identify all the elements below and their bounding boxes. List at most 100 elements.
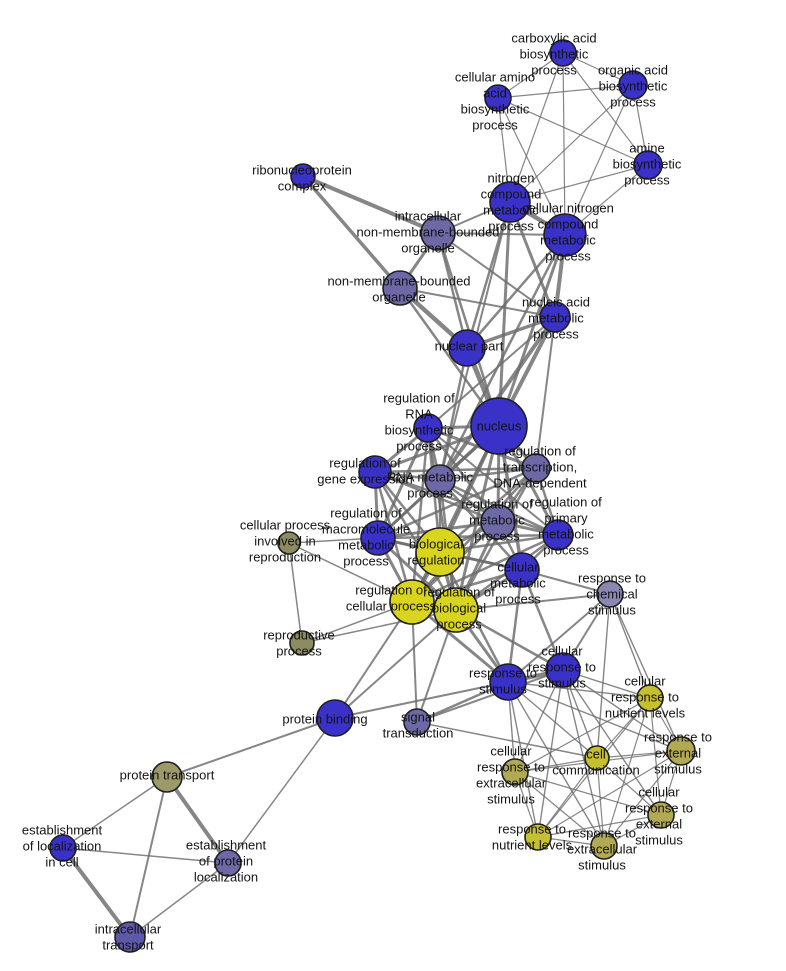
node-establishment-of-protein-localization[interactable] xyxy=(214,849,242,877)
label-protein-binding: protein binding xyxy=(282,712,367,727)
label-regulation-of-macromolecule-metabolic-process: regulation of macromolecule metabolic proce… xyxy=(322,506,410,569)
node-response-to-stimulus[interactable] xyxy=(489,663,527,701)
edge-protein-transport--intracellular-transport xyxy=(129,776,168,938)
edge-cellular-process-involved-in-reproduction--reproductive-process xyxy=(288,542,303,644)
node-regulation-of-biological-process[interactable] xyxy=(433,587,479,633)
node-signal-transduction[interactable] xyxy=(403,708,431,736)
node-nitrogen-compound-metabolic-process[interactable] xyxy=(489,181,531,223)
label-cellular-response-to-external-stimulus: cellular response to external stimulus xyxy=(625,785,693,848)
edge-regulation-of-transcription-dna-dependent--regulation-of-macromolecule-metabolic-process xyxy=(377,466,537,540)
node-cellular-response-to-external-stimulus[interactable] xyxy=(647,801,675,829)
node-nuclear-part[interactable] xyxy=(448,329,486,367)
edge-response-to-chemical-stimulus--cellular-response-to-nutrient-levels xyxy=(609,593,651,699)
edge-protein-transport--establishment-of-localization-in-cell xyxy=(62,776,168,849)
label-organic-acid-biosynthetic-process: organic acid biosynthetic process xyxy=(598,63,668,110)
edge-regulation-of-primary-metabolic-process--regulation-of-macromolecule-metabolic-process xyxy=(377,533,559,540)
node-regulation-of-transcription-dna-dependent[interactable] xyxy=(521,453,551,483)
edge-cellular-amino-acid-biosynthetic-process--organic-acid-biosynthetic-process xyxy=(497,84,634,99)
node-intracellular-non-membrane-bounded-organelle[interactable] xyxy=(420,215,456,251)
label-cell-communication: cell communication xyxy=(552,747,639,778)
label-cellular-nitrogen-compound-metabolic-process: cellular nitrogen compound metabolic proces… xyxy=(522,201,614,264)
label-cellular-response-to-extracellular-stimulus: cellular response to extracellular stimulus xyxy=(476,744,547,807)
edge-cellular-response-to-nutrient-levels--response-to-extracellular-stimulus xyxy=(603,697,651,847)
edge-cell-communication--cellular-response-to-external-stimulus xyxy=(596,757,662,816)
label-amine-biosynthetic-process: amine biosynthetic process xyxy=(613,141,682,188)
node-cellular-response-to-nutrient-levels[interactable] xyxy=(636,684,664,712)
node-organic-acid-biosynthetic-process[interactable] xyxy=(618,70,648,100)
node-cellular-response-to-extracellular-stimulus[interactable] xyxy=(501,758,529,786)
node-rna-metabolic-process[interactable] xyxy=(424,464,456,496)
label-protein-transport: protein transport xyxy=(120,768,215,783)
node-regulation-of-gene-expression[interactable] xyxy=(358,455,392,489)
edge-regulation-of-gene-expression--regulation-of-primary-metabolic-process xyxy=(374,470,559,537)
node-response-to-external-stimulus[interactable] xyxy=(666,736,696,766)
edge-carboxylic-acid-biosynthetic-process--cellular-nitrogen-compound-metabolic-process xyxy=(562,52,566,236)
label-nucleus: nucleus xyxy=(477,419,522,434)
node-response-to-nutrient-levels[interactable] xyxy=(524,823,552,851)
edge-cellular-response-to-stimulus--response-to-extracellular-stimulus xyxy=(562,669,605,847)
edge-cellular-response-to-nutrient-levels--cellular-response-to-external-stimulus xyxy=(649,697,662,816)
node-response-to-extracellular-stimulus[interactable] xyxy=(590,832,618,860)
label-response-to-extracellular-stimulus: response to extracellular stimulus xyxy=(567,826,638,873)
node-biological-regulation[interactable] xyxy=(415,527,465,577)
label-cellular-response-to-nutrient-levels: cellular response to nutrient levels xyxy=(605,674,686,721)
node-cellular-process-involved-in-reproduction[interactable] xyxy=(277,531,301,555)
node-intracellular-transport[interactable] xyxy=(114,921,146,953)
edge-response-to-external-stimulus--response-to-nutrient-levels xyxy=(537,750,682,838)
node-protein-binding[interactable] xyxy=(316,699,354,737)
node-cellular-metabolic-process[interactable] xyxy=(504,552,540,588)
labels-layer: carboxylic acid biosynthetic processcellul… xyxy=(22,31,712,953)
label-regulation-of-metabolic-process: regulation of metabolic process xyxy=(461,497,533,544)
edge-protein-transport--establishment-of-protein-localization xyxy=(165,775,230,865)
node-regulation-of-cellular-process[interactable] xyxy=(389,579,435,625)
node-non-membrane-bounded-organelle[interactable] xyxy=(382,270,418,306)
node-regulation-of-rna-biosynthetic-process[interactable] xyxy=(413,413,443,443)
edge-cellular-response-to-stimulus--response-to-external-stimulus xyxy=(562,669,682,752)
label-reproductive-process: reproductive process xyxy=(263,628,335,659)
edge-regulation-of-cellular-process--protein-binding xyxy=(334,601,413,719)
label-regulation-of-gene-expression: regulation of gene expression xyxy=(317,456,412,487)
node-carboxylic-acid-biosynthetic-process[interactable] xyxy=(549,39,577,67)
label-biological-regulation: biological regulation xyxy=(407,537,464,568)
label-nuclear-part: nuclear part xyxy=(435,339,504,354)
node-cellular-nitrogen-compound-metabolic-process[interactable] xyxy=(543,213,587,257)
node-regulation-of-macromolecule-metabolic-process[interactable] xyxy=(360,520,396,556)
edge-response-to-chemical-stimulus--response-to-stimulus xyxy=(507,593,611,683)
edge-regulation-of-biological-process--response-to-chemical-stimulus xyxy=(455,593,611,611)
edge-regulation-of-rna-biosynthetic-process--regulation-of-metabolic-process xyxy=(426,427,500,523)
edge-nuclear-part--rna-metabolic-process xyxy=(438,347,469,481)
label-regulation-of-primary-metabolic-process: regulation of primary metabolic process xyxy=(530,495,602,558)
node-protein-transport[interactable] xyxy=(151,761,183,793)
label-cellular-response-to-stimulus: cellular response to stimulus xyxy=(528,644,596,691)
edge-ribonucleoprotein-complex--non-membrane-bounded-organelle xyxy=(301,174,402,290)
label-establishment-of-localization-in-cell: establishment of localization in cell xyxy=(22,823,103,870)
node-reproductive-process[interactable] xyxy=(289,630,315,656)
node-nucleus[interactable] xyxy=(470,397,528,455)
edge-regulation-of-transcription-dna-dependent--regulation-of-gene-expression xyxy=(374,466,537,474)
edge-non-membrane-bounded-organelle--nucleic-acid-metabolic-process xyxy=(399,287,556,318)
edge-cellular-response-to-nutrient-levels--cellular-response-to-extracellular-stimulus xyxy=(514,697,651,773)
node-cell-communication[interactable] xyxy=(584,745,610,771)
edge-establishment-of-localization-in-cell--establishment-of-protein-localization xyxy=(62,847,229,864)
label-signal-transduction: signal transduction xyxy=(383,710,454,741)
node-regulation-of-metabolic-process[interactable] xyxy=(480,504,516,540)
edge-nitrogen-compound-metabolic-process--nuclear-part xyxy=(465,201,512,349)
node-ribonucleoprotein-complex[interactable] xyxy=(290,163,316,189)
node-establishment-of-localization-in-cell[interactable] xyxy=(49,834,77,862)
edge-response-to-stimulus--cell-communication xyxy=(507,681,598,759)
edge-cell-communication--cellular-response-to-extracellular-stimulus xyxy=(514,757,598,773)
node-nucleic-acid-metabolic-process[interactable] xyxy=(539,301,571,333)
node-response-to-chemical-stimulus[interactable] xyxy=(596,580,624,608)
node-regulation-of-primary-metabolic-process[interactable] xyxy=(542,519,574,551)
edge-protein-binding--protein-transport xyxy=(166,717,336,778)
node-cellular-response-to-stimulus[interactable] xyxy=(545,652,581,688)
edge-organic-acid-biosynthetic-process--nitrogen-compound-metabolic-process xyxy=(509,84,634,203)
label-regulation-of-rna-biosynthetic-process: regulation of RNA biosynthetic process xyxy=(383,391,455,454)
node-cellular-amino-acid-biosynthetic-process[interactable] xyxy=(484,84,512,112)
label-cellular-amino-acid-biosynthetic-process: cellular amino acid biosynthetic process xyxy=(455,70,535,133)
node-amine-biosynthetic-process[interactable] xyxy=(633,150,663,180)
edge-signal-transduction--cell-communication xyxy=(416,721,598,759)
edge-nucleic-acid-metabolic-process--regulation-of-rna-biosynthetic-process xyxy=(427,316,556,429)
edge-cellular-response-to-extracellular-stimulus--response-to-extracellular-stimulus xyxy=(514,771,605,847)
